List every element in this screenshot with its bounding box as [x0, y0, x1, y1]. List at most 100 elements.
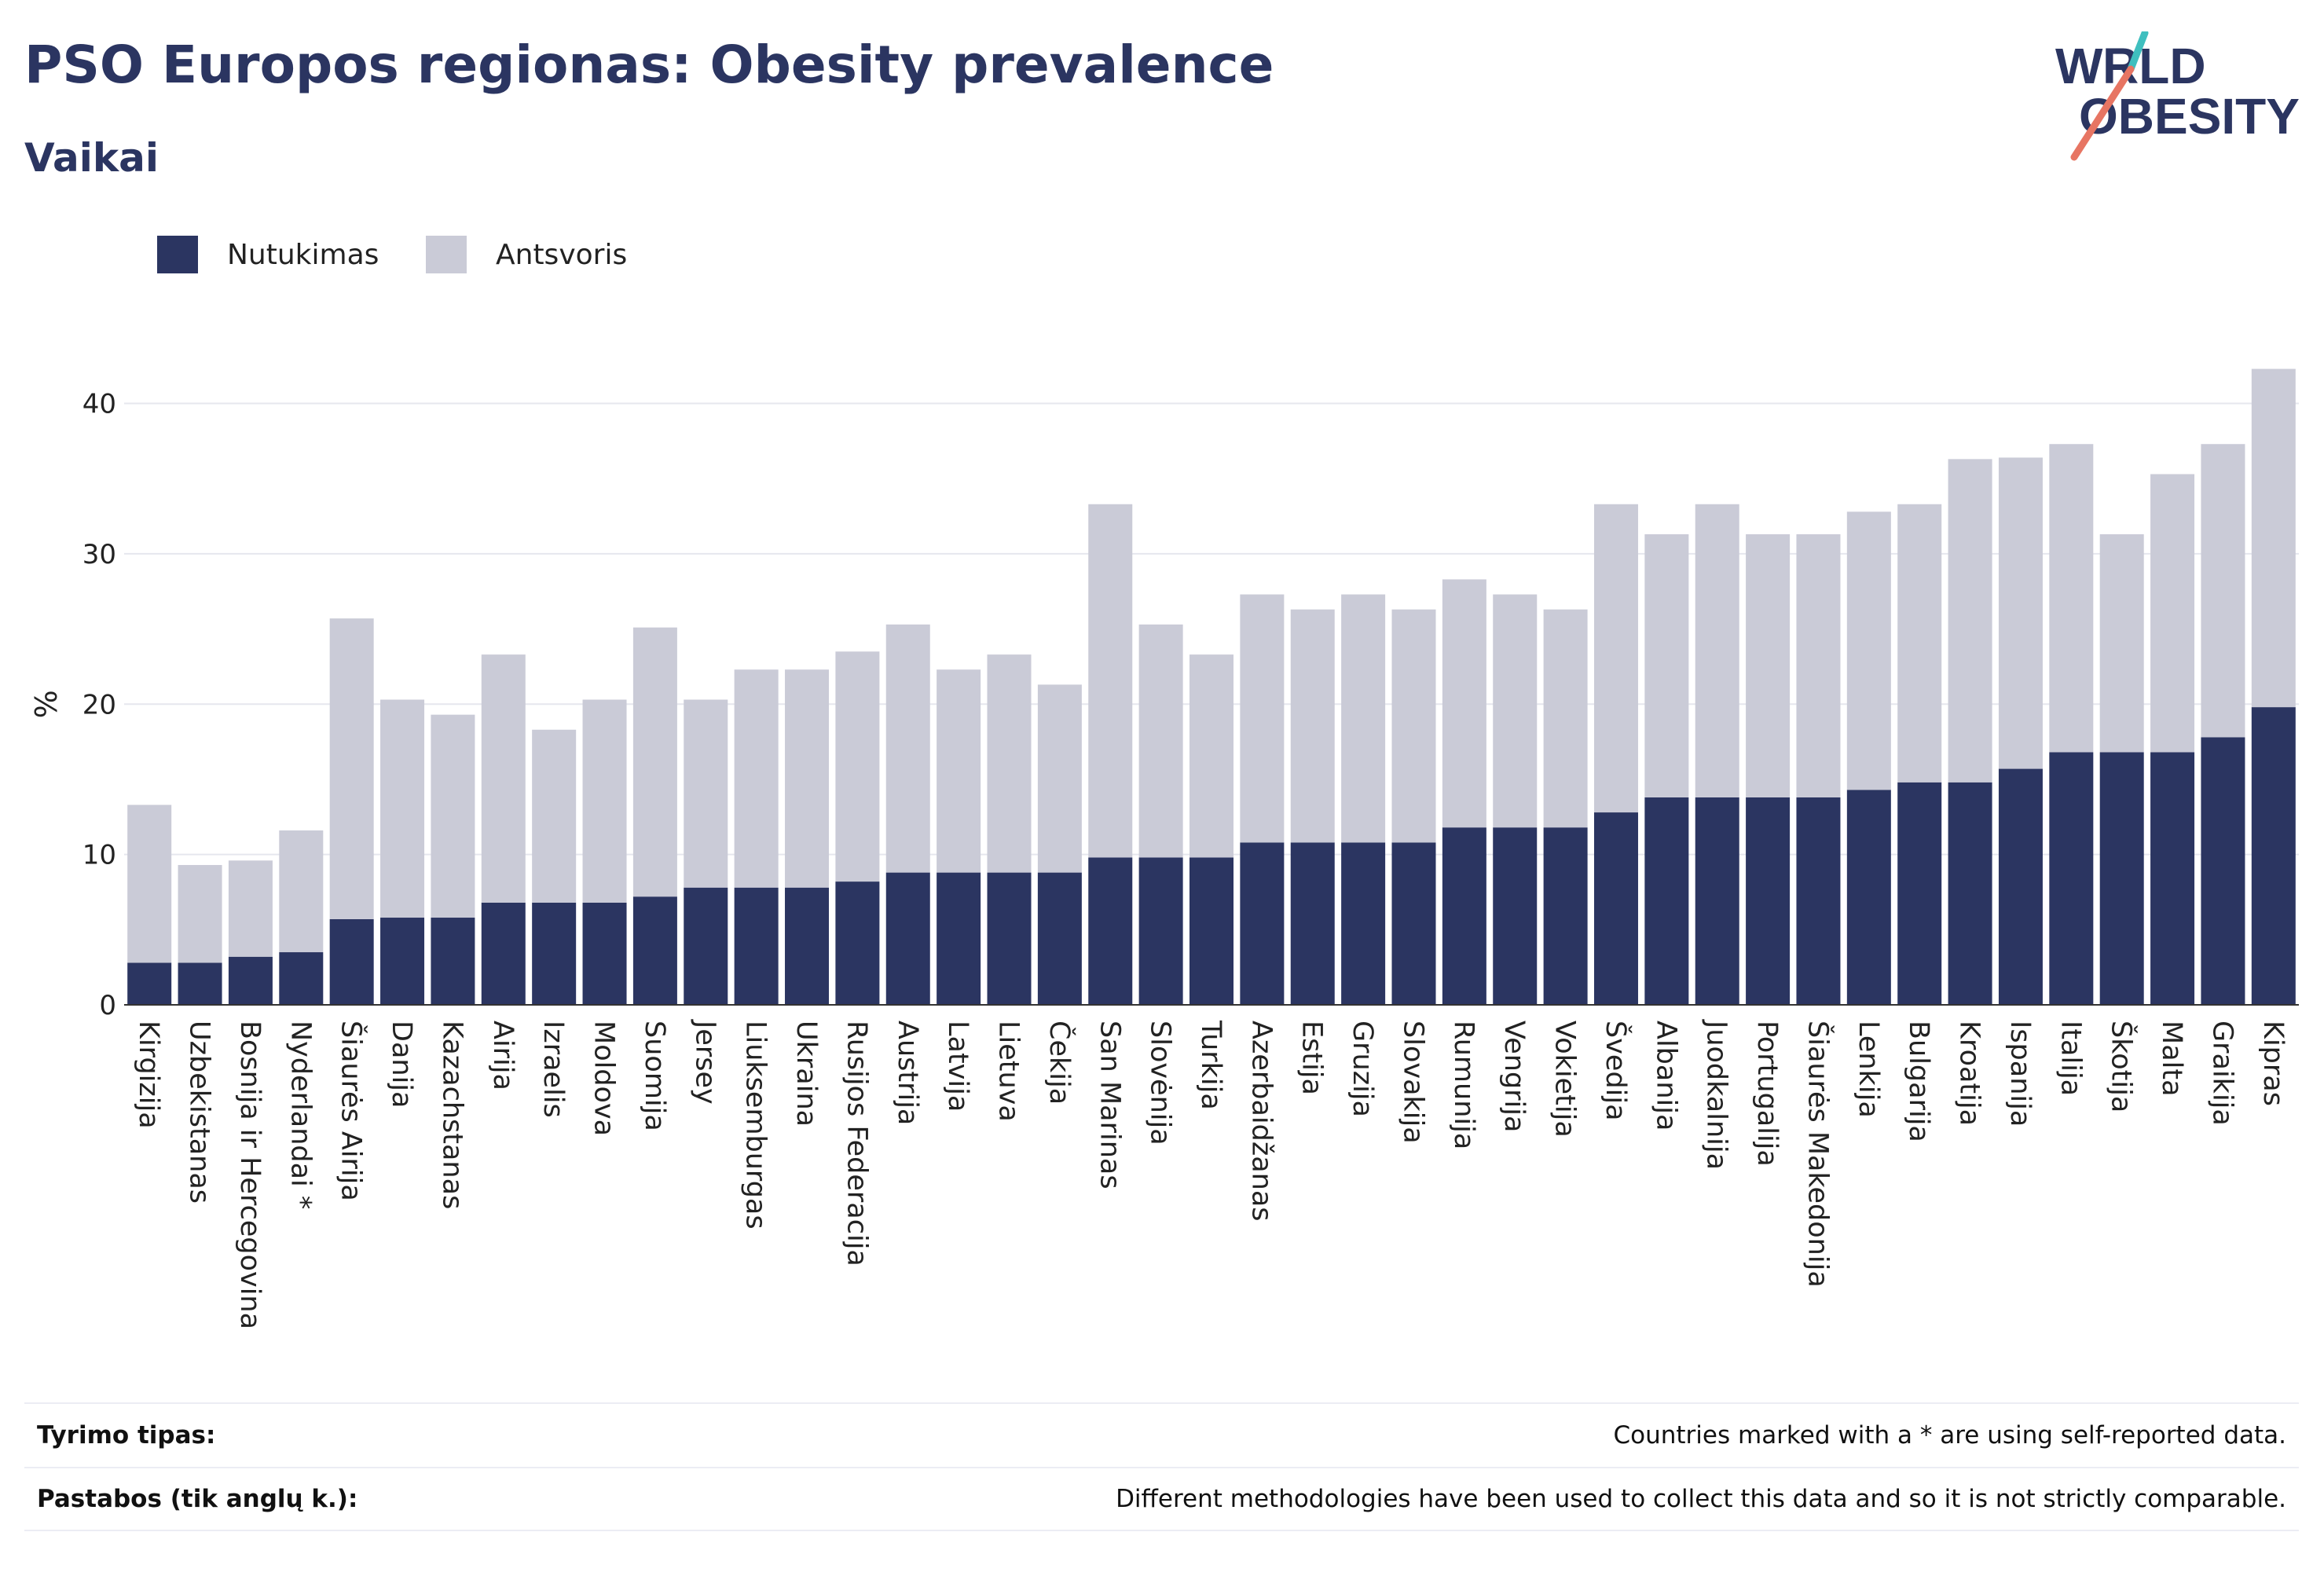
x-tick-label: Uzbekistanas — [184, 1021, 215, 1204]
legend-item-nutukimas[interactable]: Nutukimas — [157, 233, 379, 276]
bar-nutukimas — [178, 962, 222, 1005]
x-tick-label: Ukraina — [790, 1021, 822, 1127]
page-title: PSO Europos regionas: Obesity prevalence — [24, 35, 1274, 95]
bar-nutukimas — [1644, 797, 1689, 1005]
bar-nutukimas — [684, 887, 728, 1005]
bar-antsvoris — [2049, 444, 2094, 753]
bar-nutukimas — [481, 902, 526, 1005]
x-tick-label: Kroatija — [1954, 1021, 1985, 1126]
x-tick-label: Kipras — [2257, 1021, 2289, 1106]
x-tick-label: Moldova — [588, 1021, 620, 1136]
bar-antsvoris — [1543, 609, 1588, 828]
bar-antsvoris — [835, 651, 880, 882]
bar-antsvoris — [2251, 368, 2296, 708]
bar-antsvoris — [1644, 534, 1689, 797]
legend-swatch-antsvoris — [426, 236, 467, 273]
x-tick-label: Švedija — [1600, 1021, 1633, 1121]
bar-antsvoris — [329, 618, 374, 919]
x-tick-label: San Marinas — [1094, 1021, 1125, 1189]
bar-antsvoris — [127, 804, 172, 963]
bar-nutukimas — [1189, 857, 1234, 1005]
bar-antsvoris — [178, 865, 222, 963]
bar-nutukimas — [329, 918, 374, 1005]
bar-nutukimas — [1442, 827, 1486, 1005]
bar-antsvoris — [2099, 534, 2144, 753]
bar-nutukimas — [2251, 707, 2296, 1005]
x-tick-label: Estija — [1296, 1021, 1328, 1095]
x-tick-label: Slovėnija — [1145, 1021, 1176, 1145]
x-tick-label: Austrija — [892, 1021, 923, 1125]
x-tick-label: Airija — [487, 1021, 519, 1090]
x-tick-label: Liuksemburgas — [740, 1021, 772, 1230]
legend-item-antsvoris[interactable]: Antsvoris — [426, 233, 627, 276]
bar-nutukimas — [1998, 768, 2043, 1005]
bar-nutukimas — [1746, 797, 1791, 1005]
x-tick-label: Šiaurės Makedonija — [1802, 1021, 1835, 1288]
x-tick-label: Turkija — [1195, 1020, 1226, 1110]
bar-nutukimas — [1593, 812, 1638, 1005]
bar-antsvoris — [987, 654, 1032, 873]
bar-nutukimas — [1037, 872, 1082, 1005]
bar-nutukimas — [1897, 782, 1942, 1005]
bar-antsvoris — [1442, 579, 1486, 828]
x-tick-label: Rumunija — [1448, 1021, 1479, 1149]
bar-nutukimas — [2099, 752, 2144, 1005]
x-tick-label: Albanija — [1650, 1021, 1681, 1131]
bar-nutukimas — [2049, 752, 2094, 1005]
legend-label-nutukimas: Nutukimas — [227, 238, 379, 271]
bar-nutukimas — [279, 952, 324, 1005]
x-tick-label: Bosnija ir Hercegovina — [234, 1021, 266, 1329]
bar-antsvoris — [785, 669, 830, 888]
bar-antsvoris — [481, 654, 526, 903]
bar-antsvoris — [885, 624, 930, 873]
bar-nutukimas — [380, 918, 425, 1005]
x-tick-label: Škotija — [2106, 1021, 2139, 1112]
bar-nutukimas — [1240, 842, 1285, 1005]
bar-nutukimas — [835, 881, 880, 1005]
bar-nutukimas — [937, 872, 981, 1005]
bar-nutukimas — [885, 872, 930, 1005]
bar-nutukimas — [532, 902, 577, 1005]
x-tick-label: Bulgarija — [1903, 1021, 1934, 1142]
y-tick-label: 10 — [82, 840, 116, 871]
bar-antsvoris — [2150, 474, 2195, 753]
bar-chart: 0 10 20 30 40% Kirgizija Uzbekistanas Bosnija i… — [29, 368, 2299, 1329]
x-tick-label: Izraelis — [537, 1021, 569, 1118]
bar-antsvoris — [684, 699, 728, 888]
page-subtitle: Vaikai — [24, 135, 159, 181]
x-tick-label: Lietuva — [993, 1021, 1025, 1122]
x-tick-label: Portugalija — [1751, 1021, 1783, 1167]
x-tick-label: Šiaurės Airija — [335, 1021, 368, 1201]
bar-nutukimas — [785, 887, 830, 1005]
x-tick-label: Latvija — [942, 1021, 973, 1112]
bar-antsvoris — [1341, 594, 1386, 843]
bar-antsvoris — [1493, 594, 1538, 828]
y-tick-label: 30 — [82, 539, 116, 570]
bar-antsvoris — [582, 699, 627, 903]
bar-antsvoris — [279, 830, 324, 953]
x-tick-label: Gruzija — [1347, 1021, 1378, 1117]
footer-value-survey-type: Countries marked with a * are using self… — [1613, 1421, 2287, 1450]
x-tick-label: Čekija — [1043, 1021, 1076, 1105]
bar-antsvoris — [1796, 534, 1841, 797]
world-obesity-logo: W RLD OBESITY — [2055, 31, 2300, 161]
bar-antsvoris — [937, 669, 981, 873]
x-tick-label: Ispanija — [2004, 1021, 2036, 1127]
bar-antsvoris — [1746, 534, 1791, 797]
bar-antsvoris — [632, 627, 677, 897]
x-tick-label: Vengrija — [1498, 1021, 1530, 1132]
footer-value-notes: Different methodologies have been used t… — [1116, 1485, 2286, 1513]
x-tick-label: Juodkalnija — [1701, 1019, 1732, 1170]
bar-antsvoris — [1897, 504, 1942, 783]
bar-nutukimas — [1290, 842, 1335, 1005]
y-tick-label: 0 — [99, 990, 116, 1021]
footer-row-notes: Pastabos (tik anglų k.): Different metho… — [24, 1467, 2299, 1531]
x-tick-label: Kirgizija — [133, 1021, 164, 1129]
bar-antsvoris — [1695, 504, 1739, 797]
bar-antsvoris — [734, 669, 779, 888]
x-tick-label: Danija — [386, 1021, 417, 1108]
bar-nutukimas — [632, 896, 677, 1005]
x-tick-label: Malta — [2156, 1021, 2187, 1097]
bar-antsvoris — [1240, 594, 1285, 843]
bar-nutukimas — [1695, 797, 1739, 1005]
